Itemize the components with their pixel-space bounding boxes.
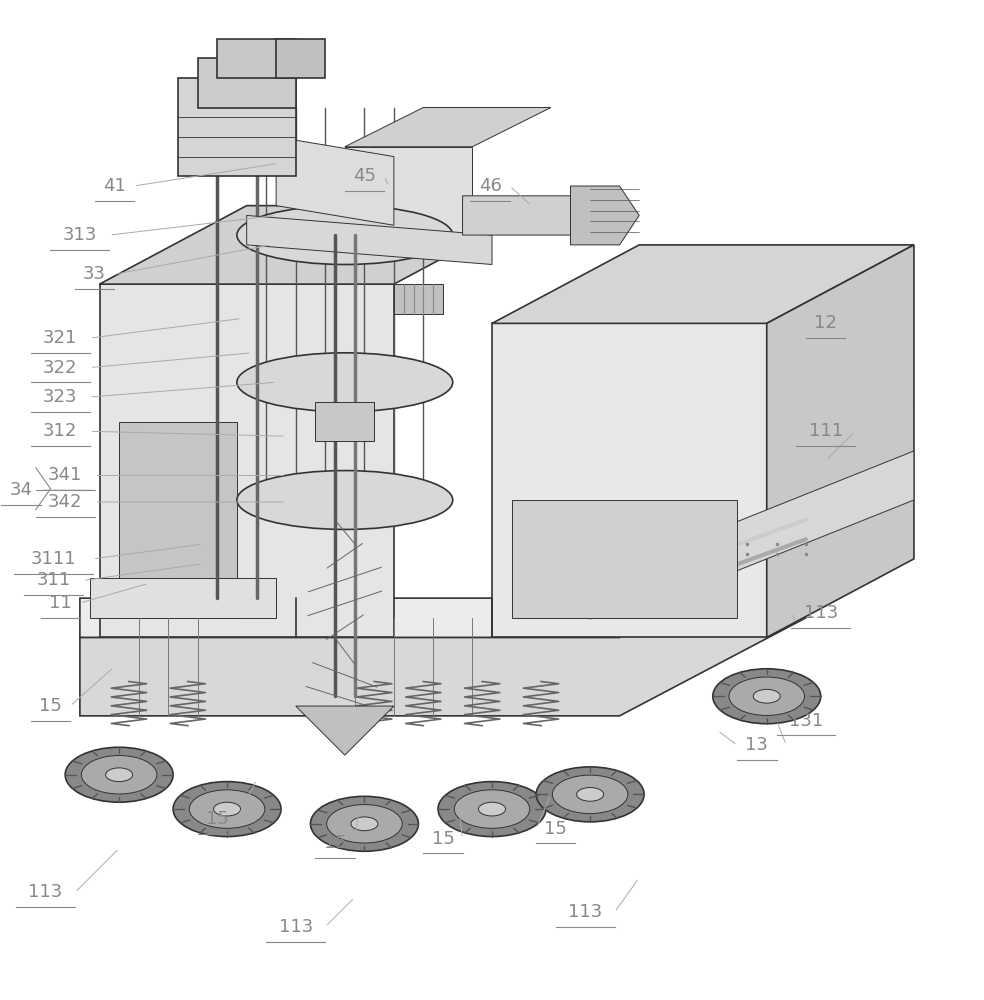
Ellipse shape	[729, 677, 805, 715]
Ellipse shape	[438, 782, 546, 837]
Ellipse shape	[65, 747, 173, 802]
Text: 13: 13	[746, 736, 769, 754]
Polygon shape	[571, 186, 640, 245]
Ellipse shape	[82, 756, 156, 794]
Polygon shape	[462, 196, 590, 235]
Bar	[394, 284, 443, 314]
Ellipse shape	[189, 790, 265, 828]
Polygon shape	[767, 245, 914, 637]
Polygon shape	[80, 539, 806, 716]
Text: 113: 113	[278, 918, 313, 936]
Bar	[198, 58, 296, 108]
Ellipse shape	[237, 471, 453, 529]
Text: 11: 11	[49, 594, 72, 612]
Ellipse shape	[536, 767, 645, 822]
Text: 46: 46	[478, 177, 502, 195]
Polygon shape	[80, 500, 806, 637]
Polygon shape	[492, 245, 914, 323]
Ellipse shape	[173, 782, 281, 837]
Text: 131: 131	[789, 712, 824, 730]
Polygon shape	[277, 137, 394, 225]
Text: 313: 313	[63, 226, 97, 244]
Bar	[178, 78, 296, 176]
Bar	[316, 402, 374, 441]
Text: 41: 41	[102, 177, 126, 195]
Text: 321: 321	[43, 329, 78, 347]
Polygon shape	[247, 215, 492, 265]
Text: 12: 12	[814, 314, 837, 332]
Ellipse shape	[214, 802, 240, 816]
Ellipse shape	[311, 796, 418, 851]
Text: 113: 113	[568, 903, 602, 921]
Ellipse shape	[577, 787, 603, 801]
Ellipse shape	[237, 206, 453, 265]
Ellipse shape	[552, 775, 628, 814]
Text: 15: 15	[206, 810, 228, 828]
Polygon shape	[344, 147, 472, 255]
Text: 312: 312	[43, 422, 78, 440]
Ellipse shape	[478, 802, 506, 816]
Polygon shape	[344, 108, 551, 147]
Ellipse shape	[351, 817, 378, 831]
Text: 34: 34	[10, 481, 32, 499]
Ellipse shape	[712, 669, 821, 724]
Text: 15: 15	[544, 820, 567, 838]
Text: 323: 323	[43, 388, 78, 406]
Text: 113: 113	[29, 883, 63, 901]
Polygon shape	[99, 206, 541, 284]
Text: 341: 341	[48, 466, 83, 484]
Polygon shape	[492, 323, 767, 637]
Polygon shape	[296, 706, 394, 755]
Bar	[277, 39, 325, 78]
Polygon shape	[717, 451, 914, 578]
Text: 342: 342	[48, 493, 83, 511]
Bar	[512, 500, 737, 618]
Bar	[119, 422, 237, 618]
Ellipse shape	[455, 790, 529, 828]
Text: 15: 15	[432, 830, 455, 848]
Text: 311: 311	[36, 571, 71, 589]
Text: 113: 113	[804, 604, 837, 622]
Ellipse shape	[105, 768, 133, 782]
Text: 15: 15	[324, 834, 346, 852]
Ellipse shape	[753, 689, 780, 703]
Text: 3111: 3111	[31, 550, 76, 568]
Text: 111: 111	[809, 422, 842, 440]
Text: 322: 322	[43, 359, 78, 377]
Ellipse shape	[327, 805, 402, 843]
Text: 45: 45	[353, 167, 376, 185]
Polygon shape	[99, 284, 394, 637]
Text: 15: 15	[39, 697, 62, 715]
Polygon shape	[90, 578, 277, 618]
Ellipse shape	[237, 353, 453, 412]
Text: 33: 33	[83, 265, 106, 283]
Bar	[217, 39, 296, 78]
